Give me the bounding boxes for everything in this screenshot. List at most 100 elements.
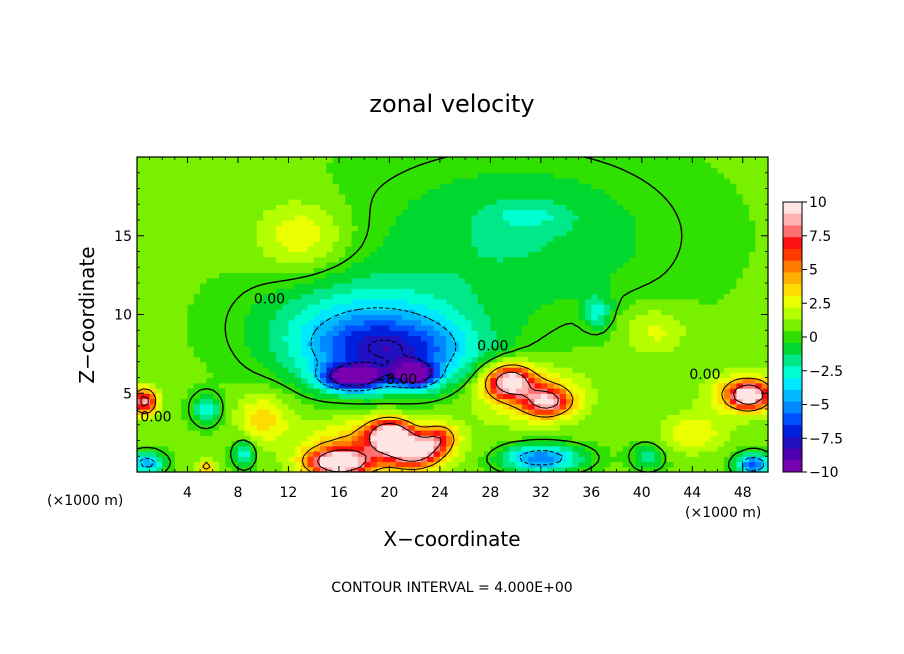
heat-cell — [351, 325, 359, 331]
heat-cell — [200, 330, 208, 337]
heat-cell — [137, 251, 144, 258]
heat-cell — [162, 209, 170, 216]
heat-cell — [723, 377, 731, 384]
heat-cell — [389, 424, 397, 431]
heat-cell — [509, 214, 517, 221]
heat-cell — [736, 314, 744, 321]
heat-cell — [193, 435, 201, 442]
heat-cell — [515, 461, 523, 468]
heat-cell — [622, 314, 630, 321]
heat-cell — [547, 230, 555, 237]
heat-cell — [137, 209, 144, 216]
heat-cell — [673, 230, 681, 237]
heat-cell — [269, 330, 277, 337]
heat-cell — [736, 225, 744, 232]
heat-cell — [168, 356, 176, 363]
heat-cell — [364, 435, 372, 442]
heat-cell — [345, 398, 353, 405]
heat-cell — [635, 445, 643, 452]
heat-cell — [420, 293, 428, 300]
heat-cell — [137, 241, 144, 247]
heat-cell — [256, 325, 264, 331]
heat-cell — [641, 430, 649, 436]
heat-cell — [597, 335, 605, 342]
heat-cell — [490, 435, 498, 442]
heat-cell — [641, 251, 649, 258]
heat-cell — [553, 277, 561, 284]
heat-cell — [439, 356, 447, 363]
heat-cell — [446, 340, 454, 347]
heat-cell — [635, 293, 643, 300]
heat-cell — [553, 372, 561, 379]
heat-cell — [288, 235, 296, 242]
heat-cell — [509, 251, 517, 258]
heat-cell — [692, 251, 700, 258]
heat-cell — [648, 451, 656, 457]
heat-cell — [187, 241, 195, 247]
heat-cell — [547, 435, 555, 442]
heat-cell — [704, 388, 712, 394]
heat-cell — [616, 241, 624, 247]
heat-cell — [502, 445, 510, 452]
heat-cell — [477, 251, 485, 258]
heat-cell — [723, 398, 731, 405]
heat-cell — [528, 298, 536, 305]
heat-cell — [433, 330, 441, 337]
heat-cell — [572, 466, 580, 473]
heat-cell — [717, 430, 725, 436]
heat-cell — [332, 456, 340, 463]
heat-cell — [660, 372, 668, 379]
heat-cell — [761, 403, 769, 410]
heat-cell — [357, 267, 365, 274]
heat-cell — [332, 440, 340, 447]
heat-cell — [622, 356, 630, 363]
heat-cell — [673, 435, 681, 442]
heat-cell — [528, 246, 536, 253]
heat-cell — [534, 419, 542, 426]
heat-cell — [648, 214, 656, 221]
heat-cell — [383, 304, 390, 310]
heat-cell — [458, 424, 466, 431]
heat-cell — [181, 309, 189, 316]
heat-cell — [635, 340, 643, 347]
heat-cell — [477, 304, 485, 310]
heat-cell — [603, 298, 611, 305]
heat-cell — [723, 414, 731, 421]
heat-cell — [168, 246, 176, 253]
heat-cell — [395, 235, 403, 242]
heat-cell — [509, 283, 517, 289]
heat-cell — [237, 309, 245, 316]
heat-cell — [439, 398, 447, 405]
heat-cell — [502, 267, 510, 274]
heat-cell — [597, 304, 605, 310]
heat-cell — [187, 388, 195, 394]
heat-cell — [288, 330, 296, 337]
heat-cell — [345, 225, 353, 232]
heat-cell — [521, 235, 529, 242]
heat-cell — [585, 235, 592, 242]
heat-cell — [244, 230, 252, 237]
heat-cell — [357, 351, 365, 358]
heat-cell — [225, 388, 233, 394]
heat-cell — [711, 424, 719, 431]
heat-cell — [742, 430, 750, 436]
heat-cell — [275, 403, 283, 410]
heat-cell — [591, 393, 599, 400]
heat-cell — [319, 293, 327, 300]
heat-cell — [319, 372, 327, 379]
heat-cell — [660, 466, 668, 473]
heat-cell — [439, 367, 447, 373]
heat-cell — [143, 430, 151, 436]
heat-cell — [566, 456, 573, 463]
heat-cell — [610, 298, 618, 305]
heat-cell — [149, 456, 157, 463]
heat-cell — [200, 209, 208, 216]
heat-cell — [654, 424, 662, 431]
heat-cell — [313, 225, 321, 232]
heat-cell — [174, 409, 182, 415]
heat-cell — [357, 277, 365, 284]
heat-cell — [433, 277, 441, 284]
heat-cell — [269, 461, 277, 468]
heat-cell — [364, 209, 372, 216]
heat-cell — [420, 330, 428, 337]
